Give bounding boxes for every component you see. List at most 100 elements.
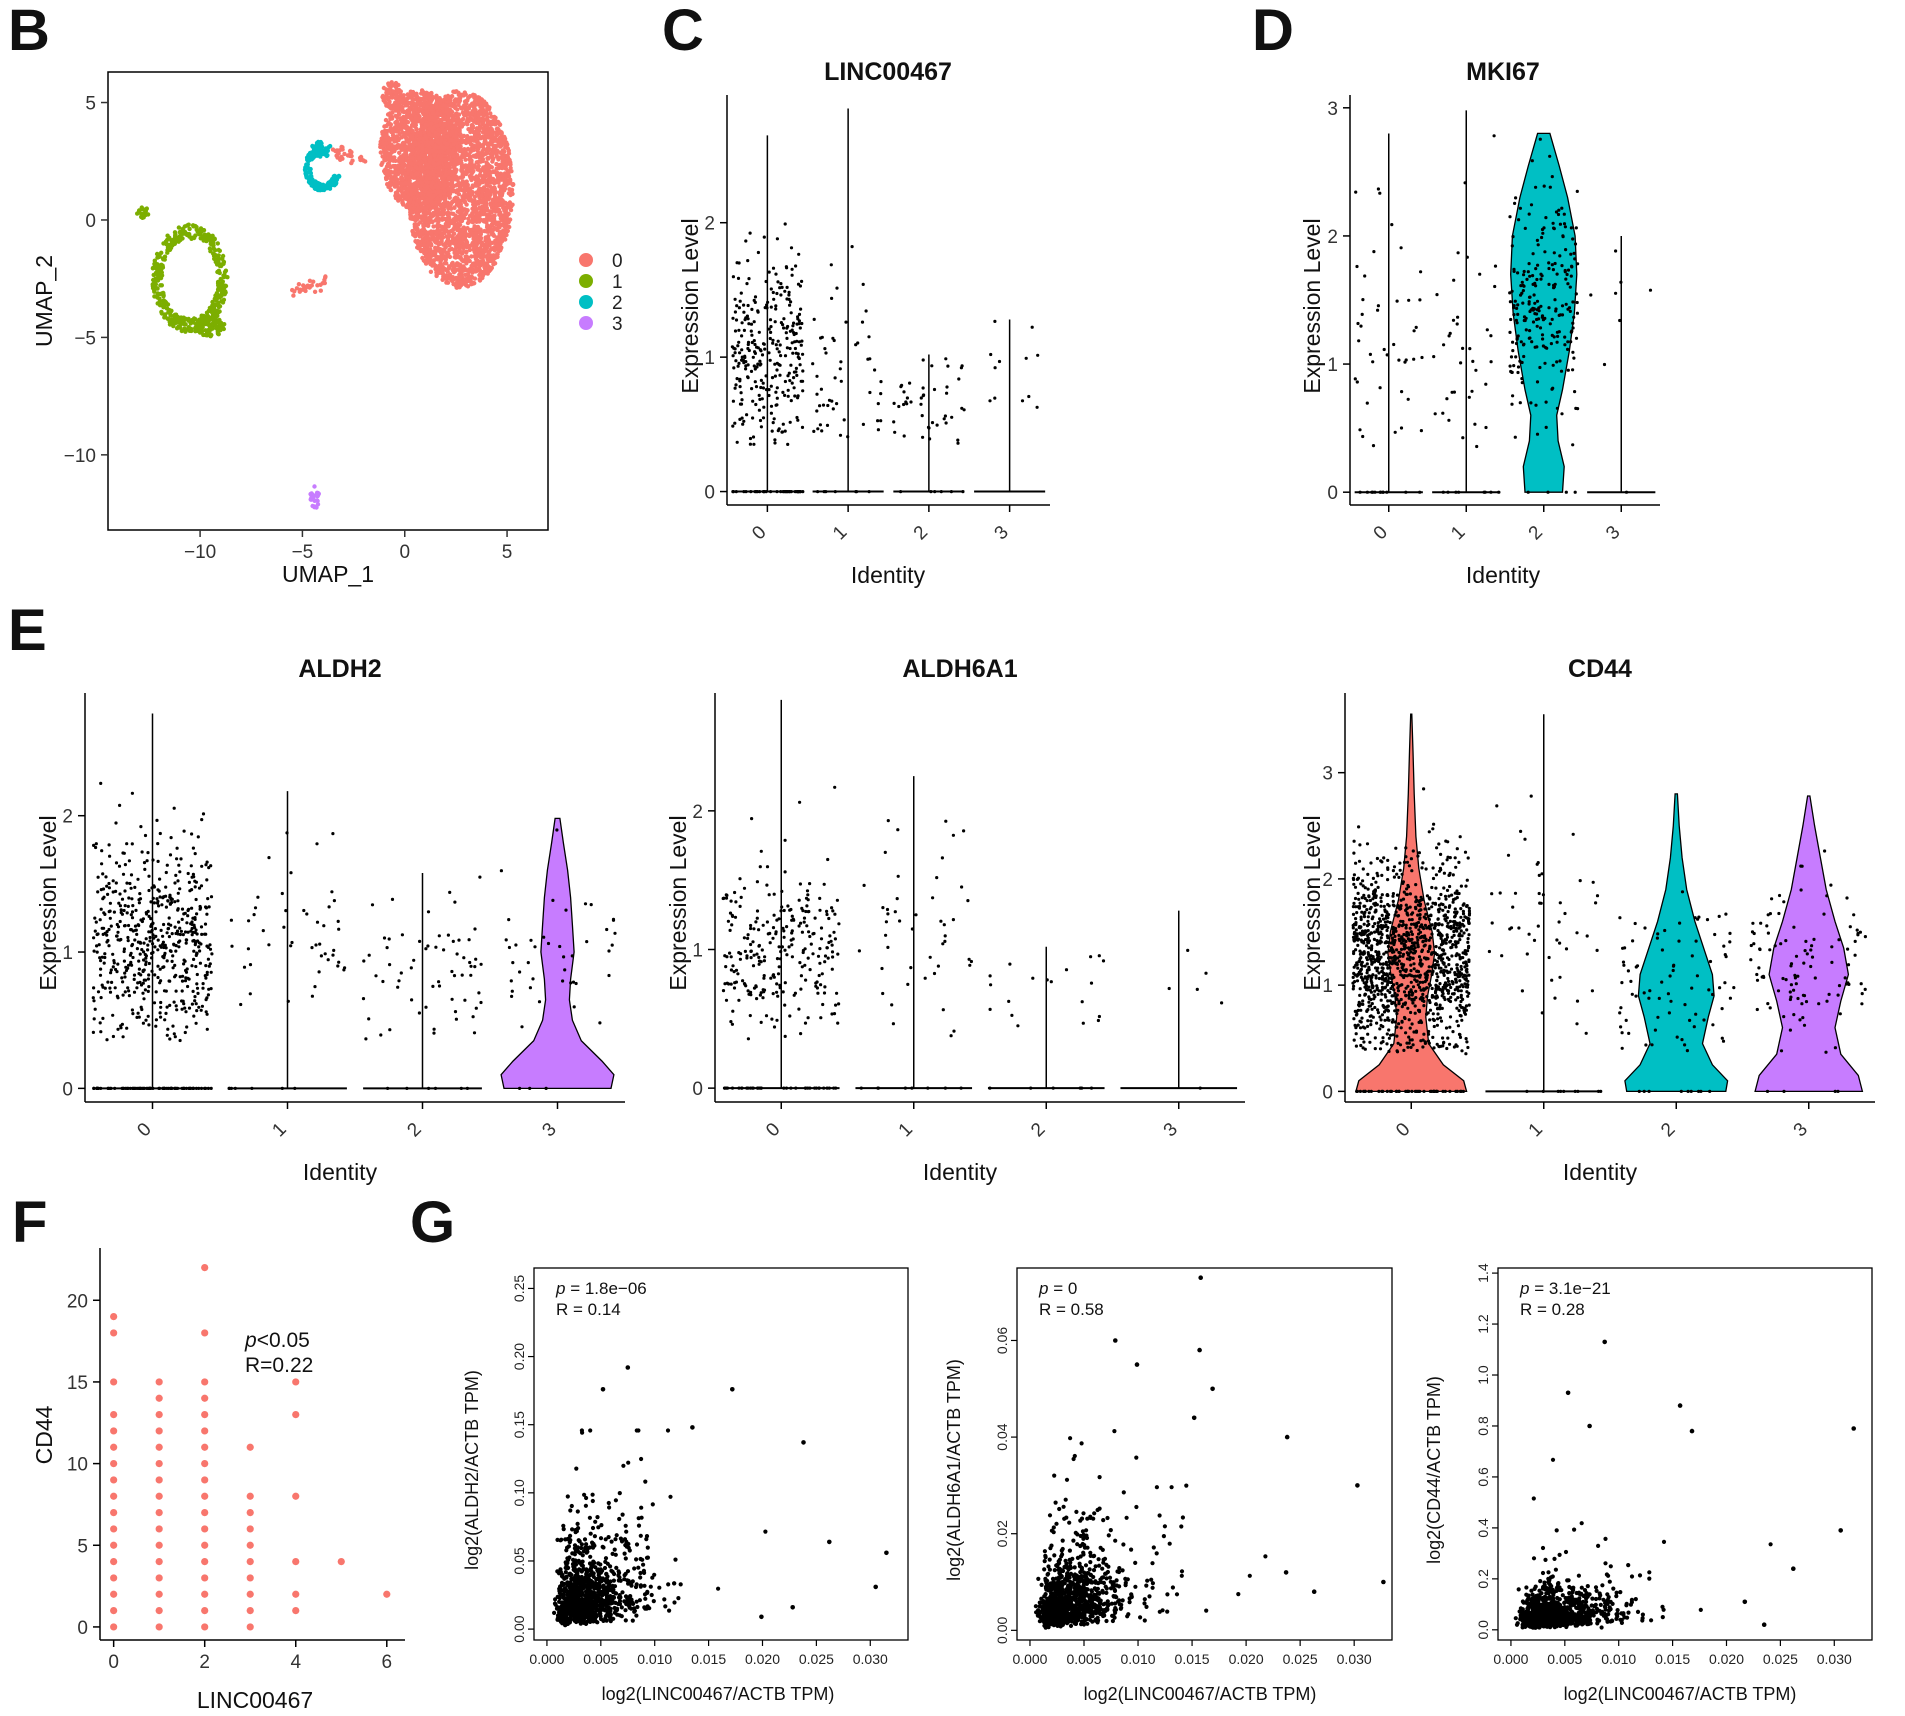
umap-point: [441, 210, 446, 215]
umap-point: [418, 230, 424, 236]
data-point: [731, 275, 736, 279]
umap-point: [469, 171, 474, 176]
umap-point: [443, 103, 448, 108]
legend-label: 1: [612, 272, 623, 293]
data-point: [761, 381, 765, 385]
umap-point: [414, 207, 420, 212]
umap-point: [473, 219, 478, 224]
umap-point: [475, 215, 481, 220]
umap-point: [184, 223, 190, 228]
umap-point: [325, 153, 330, 158]
umap-point: [492, 194, 498, 199]
umap-point: [451, 231, 457, 236]
umap-point: [446, 163, 452, 168]
umap-point: [422, 98, 427, 103]
umap-point: [471, 176, 476, 181]
data-point: [781, 390, 785, 394]
umap-point: [443, 183, 448, 188]
umap-point: [470, 111, 475, 116]
data-point: [775, 396, 779, 400]
umap-point: [442, 188, 447, 194]
umap-point: [490, 157, 496, 162]
umap-point: [216, 293, 221, 298]
umap-point: [494, 143, 500, 148]
umap-point: [187, 328, 192, 333]
umap-point: [396, 188, 401, 193]
umap-point: [450, 150, 455, 155]
umap-point: [451, 164, 456, 170]
data-point: [762, 235, 766, 239]
data-point: [735, 304, 739, 308]
data-point: [758, 418, 763, 423]
data-point: [785, 346, 790, 350]
umap-point: [499, 197, 504, 202]
data-point: [757, 408, 762, 412]
umap-point: [441, 274, 446, 280]
data-point: [775, 490, 779, 494]
umap-point: [423, 230, 429, 235]
umap-point: [457, 215, 463, 221]
umap-point: [449, 246, 454, 252]
data-point: [734, 359, 738, 363]
umap-point: [464, 136, 470, 142]
data-point: [759, 425, 764, 429]
umap-point: [212, 237, 217, 242]
data-point: [767, 270, 771, 274]
umap-point: [465, 278, 471, 284]
umap-point: [391, 129, 397, 134]
umap-point: [490, 240, 495, 245]
umap-point: [499, 229, 505, 235]
umap-point: [435, 218, 441, 223]
y-tick-label: 2: [704, 214, 715, 235]
umap-point: [303, 171, 308, 176]
umap-point: [438, 254, 443, 260]
umap-point: [212, 319, 218, 324]
umap-point: [435, 139, 440, 144]
umap-point: [434, 254, 439, 259]
umap-point: [479, 106, 485, 111]
umap-point: [333, 148, 338, 154]
umap-point: [460, 194, 465, 199]
umap-point: [434, 100, 439, 106]
umap-point: [400, 141, 406, 146]
umap-point: [446, 154, 451, 160]
umap-point: [388, 146, 394, 151]
umap-point: [500, 189, 505, 194]
umap-point: [404, 137, 409, 143]
umap-point: [467, 247, 473, 253]
y-tick-label: 0: [85, 211, 96, 232]
umap-point: [486, 135, 492, 140]
umap-point: [502, 136, 508, 141]
umap-point: [491, 208, 497, 213]
umap-point: [427, 176, 432, 181]
umap-point: [413, 115, 419, 120]
umap-point: [498, 215, 504, 220]
umap-point: [497, 162, 502, 168]
umap-point: [384, 176, 389, 182]
umap-point: [475, 134, 480, 139]
umap-point: [464, 147, 469, 153]
umap-point: [425, 184, 430, 189]
data-point: [749, 329, 753, 333]
umap-point: [173, 314, 178, 319]
umap-point: [450, 129, 455, 134]
data-point: [746, 303, 750, 308]
data-point: [789, 363, 793, 367]
umap-point: [307, 278, 313, 283]
data-point: [791, 351, 795, 355]
data-point: [785, 285, 789, 289]
umap-point: [400, 161, 405, 166]
umap-point: [181, 228, 186, 233]
umap-point: [472, 194, 478, 199]
umap-point: [397, 195, 403, 200]
umap-point: [429, 183, 434, 188]
umap-point: [483, 238, 488, 243]
legend-swatch: [579, 295, 593, 309]
umap-point: [444, 250, 449, 255]
data-point: [788, 303, 792, 307]
umap-point: [476, 163, 481, 169]
umap-point: [156, 268, 161, 273]
umap-point: [163, 300, 169, 305]
